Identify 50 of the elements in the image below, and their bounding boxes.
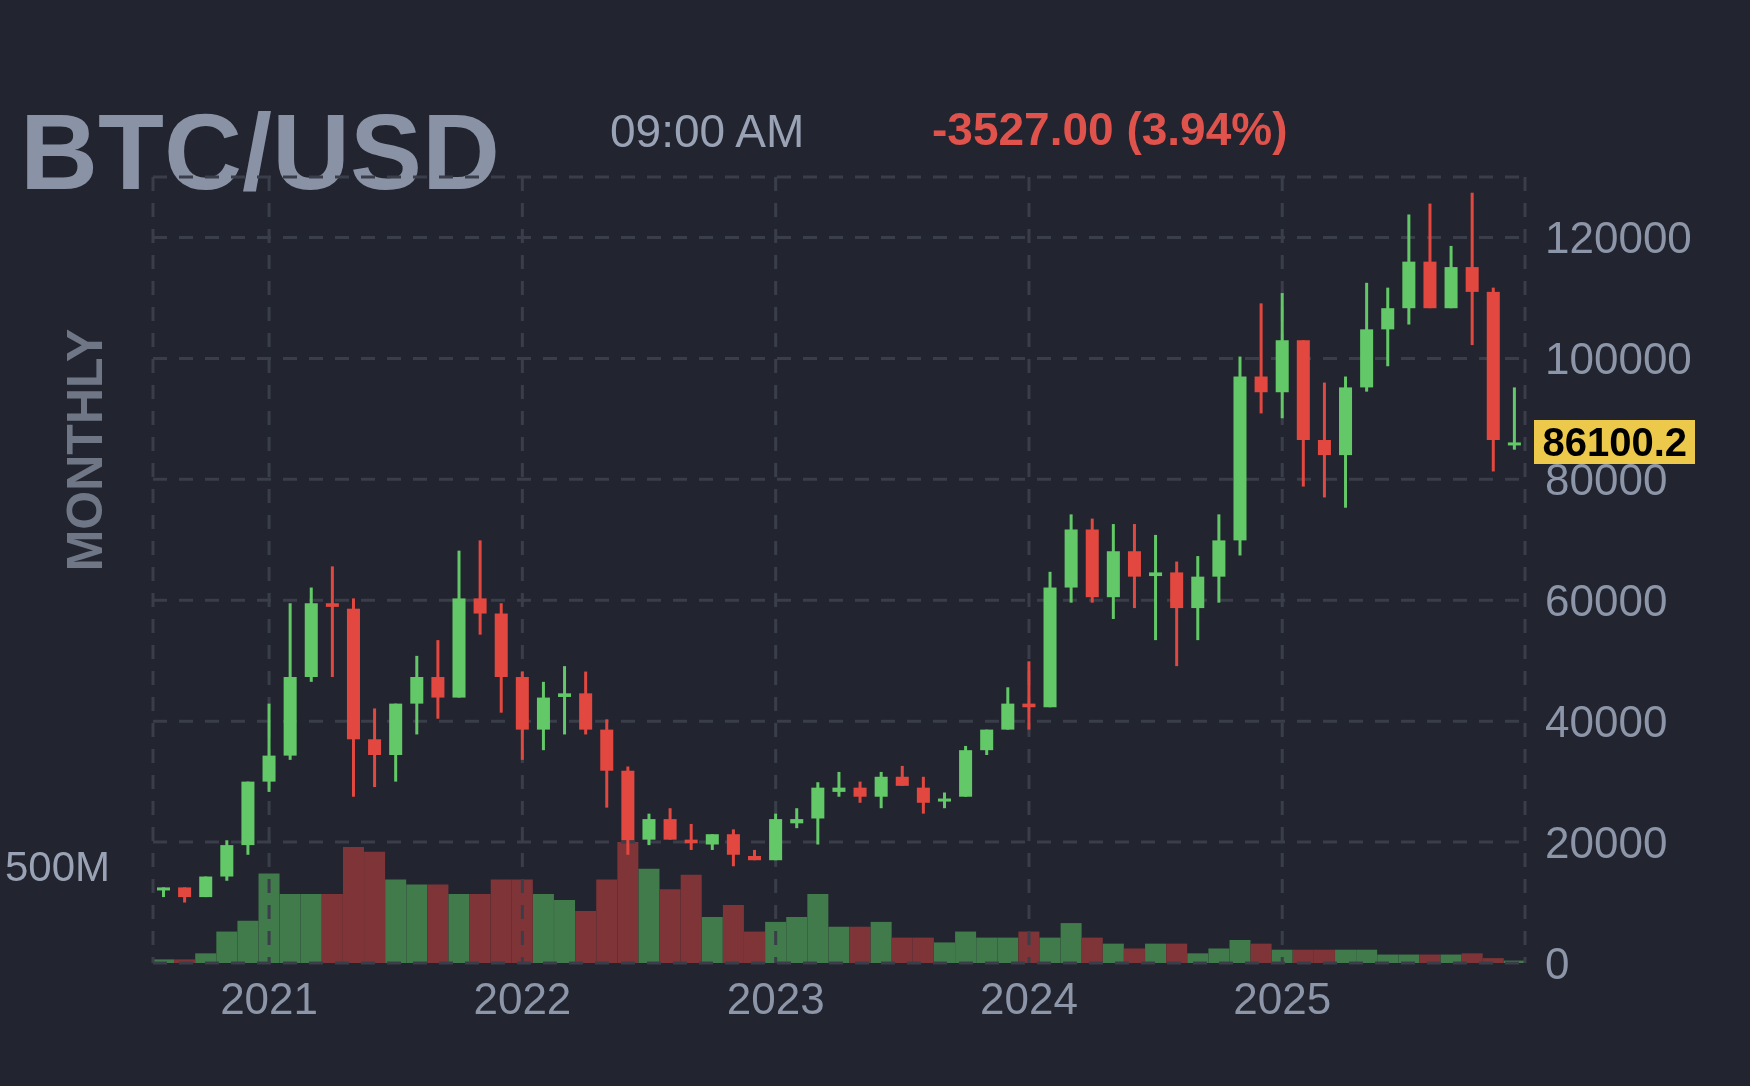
candlestick <box>663 808 677 840</box>
candlestick <box>874 770 888 810</box>
bar <box>174 959 196 963</box>
x-tick-label: 2024 <box>980 974 1078 1024</box>
y-tick-label: 20000 <box>1545 817 1668 867</box>
candlestick <box>473 540 487 635</box>
y-tick-label: 120000 <box>1545 213 1692 263</box>
candlestick <box>1507 387 1521 450</box>
candlestick <box>558 666 572 735</box>
bar <box>1102 943 1124 963</box>
x-tick-label: 2022 <box>473 974 572 1024</box>
candlestick <box>1317 382 1331 498</box>
bar <box>638 868 660 963</box>
bar <box>1250 943 1272 963</box>
y-axis-title: MONTHLY <box>57 328 113 572</box>
candlestick <box>1381 287 1395 368</box>
candlestick <box>642 813 656 847</box>
text: 09:00 AM <box>610 105 805 157</box>
bar <box>427 884 449 963</box>
candlestick <box>832 770 846 797</box>
annotation: 86100.2 <box>1534 420 1696 465</box>
bar <box>1166 943 1188 963</box>
candlestick <box>1254 303 1268 414</box>
x-tick-label: 2025 <box>1233 974 1332 1024</box>
text: -3527.00 (3.94%) <box>932 103 1288 155</box>
candlestick <box>325 566 339 678</box>
candlestick <box>1149 533 1163 642</box>
candlestick <box>853 781 867 803</box>
text: 500M <box>5 843 111 890</box>
x-tick-label: 2023 <box>726 974 825 1024</box>
bar <box>849 926 871 963</box>
bar <box>1145 943 1167 963</box>
bar <box>870 921 892 963</box>
y-tick-label: 60000 <box>1545 575 1668 625</box>
candlestick <box>916 775 930 814</box>
candlestick <box>431 640 445 719</box>
bar <box>701 917 723 963</box>
bar <box>448 894 470 963</box>
y-tick-label: 40000 <box>1545 696 1668 746</box>
candlestick <box>895 764 909 786</box>
x-tick-label: 2021 <box>220 974 319 1024</box>
bar <box>1123 948 1145 963</box>
candlestick <box>790 808 804 830</box>
candlestick <box>726 829 740 867</box>
y-tick-label: 100000 <box>1545 334 1692 383</box>
bar <box>1081 937 1103 963</box>
chart-title: BTC/USD <box>20 91 500 212</box>
y-tick-label: 0 <box>1545 938 1570 988</box>
candlestick <box>980 729 994 756</box>
candlestick <box>368 708 382 789</box>
